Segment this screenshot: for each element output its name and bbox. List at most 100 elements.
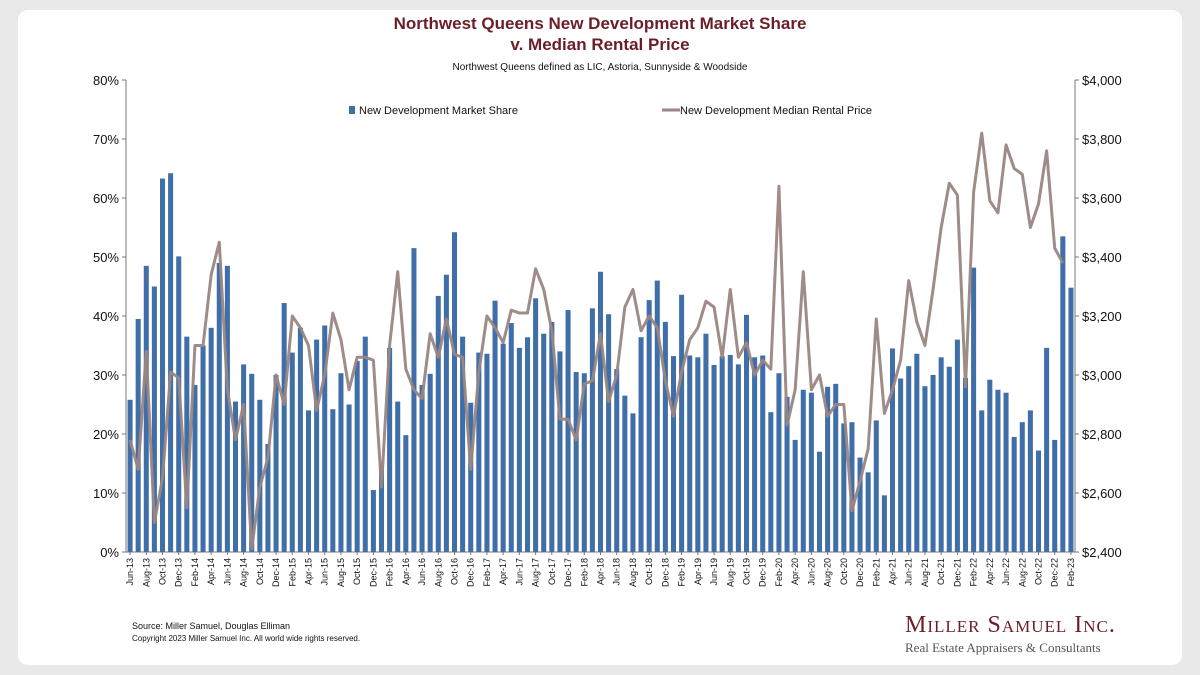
bar [484, 353, 490, 552]
x-tick-label: Apr-17 [498, 558, 508, 585]
bar [443, 274, 449, 552]
x-tick-label: Jun-21 [904, 558, 914, 586]
y-left-tick-label: 20% [93, 427, 119, 442]
bar [232, 401, 239, 552]
x-tick-label: Aug-20 [823, 558, 833, 587]
y-right-tick-label: $2,600 [1082, 486, 1122, 501]
bar [135, 318, 141, 552]
x-tick-label: Aug-17 [531, 558, 541, 587]
bar [808, 392, 814, 552]
bar [614, 369, 620, 552]
x-tick-label: Oct-18 [644, 558, 654, 585]
bar [792, 439, 798, 552]
chart-title-line1: Northwest Queens New Development Market … [393, 14, 807, 33]
bar [662, 321, 668, 552]
bar [1003, 392, 1009, 552]
y-right-tick-label: $3,400 [1082, 250, 1122, 265]
bar [362, 336, 368, 552]
y-left-tick-label: 30% [93, 368, 119, 383]
bar [865, 472, 871, 552]
x-tick-label: Dec-16 [466, 558, 476, 587]
bars-group [127, 173, 1074, 552]
x-tick-label: Feb-21 [871, 558, 881, 587]
x-tick-label: Oct-15 [352, 558, 362, 585]
y-left-tick-label: 40% [93, 309, 119, 324]
bar [127, 399, 133, 552]
x-tick-label: Apr-14 [206, 558, 216, 585]
x-tick-label: Aug-22 [1017, 558, 1027, 587]
x-tick-label: Oct-20 [839, 558, 849, 585]
bar [370, 490, 376, 552]
chart-subtitle: Northwest Queens defined as LIC, Astoria… [452, 62, 748, 73]
x-tick-label: Dec-17 [563, 558, 573, 587]
bar [378, 464, 385, 552]
bar [492, 300, 498, 552]
bar [954, 339, 960, 552]
x-tick-label: Jun-17 [514, 558, 524, 586]
x-tick-label: Jun-13 [125, 558, 135, 586]
chart-title-line2: v. Median Rental Price [510, 35, 690, 54]
bar [338, 373, 344, 552]
bar [200, 345, 206, 552]
bar [784, 396, 790, 552]
bar [719, 356, 725, 552]
x-tick-label: Dec-14 [271, 558, 281, 587]
bar [297, 327, 303, 552]
x-tick-label: Feb-20 [774, 558, 784, 587]
bar [857, 457, 863, 552]
bar [549, 321, 555, 552]
bar [354, 360, 360, 552]
bar [906, 366, 912, 552]
bar [435, 295, 441, 552]
bar [849, 422, 855, 552]
bar [695, 357, 701, 552]
legend-bar-swatch [349, 106, 355, 114]
x-tick-label: Aug-21 [920, 558, 930, 587]
x-tick-label: Dec-20 [855, 558, 865, 587]
bar [760, 355, 766, 552]
x-tick-label: Dec-21 [952, 558, 962, 587]
x-tick-label: Dec-19 [758, 558, 768, 587]
bar [508, 323, 514, 552]
bar [946, 366, 952, 552]
bar [825, 386, 831, 552]
bar [816, 451, 823, 552]
bar [711, 364, 717, 552]
bar [622, 395, 628, 552]
bar [565, 310, 571, 552]
bar [971, 267, 977, 552]
bar [192, 385, 198, 552]
x-tick-label: Aug-15 [336, 558, 346, 587]
bar [646, 300, 652, 552]
x-tick-label: Jun-20 [806, 558, 816, 586]
x-tick-label: Feb-17 [482, 558, 492, 587]
bar [898, 378, 904, 552]
bar [581, 373, 587, 552]
bar [151, 286, 157, 552]
x-tick-label: Feb-23 [1066, 558, 1076, 587]
bar [703, 333, 709, 552]
x-tick-label: Aug-19 [725, 558, 735, 587]
y-left-tick-label: 50% [93, 250, 119, 265]
x-tick-label: Feb-22 [969, 558, 979, 587]
y-right-tick-label: $4,000 [1082, 73, 1122, 88]
x-tick-label: Apr-16 [401, 558, 411, 585]
x-tick-label: Dec-18 [660, 558, 670, 587]
y-right-tick-label: $2,400 [1082, 545, 1122, 560]
bar [776, 373, 782, 552]
bar [387, 347, 393, 552]
x-tick-label: Feb-18 [579, 558, 589, 587]
x-tick-label: Oct-19 [742, 558, 752, 585]
bar [330, 409, 336, 552]
bar [541, 333, 547, 552]
bar [1027, 410, 1033, 552]
bar [1060, 236, 1066, 552]
bar [1068, 287, 1074, 552]
bar [241, 364, 247, 552]
bar [281, 303, 287, 552]
bar [427, 373, 433, 552]
x-tick-label: Aug-18 [628, 558, 638, 587]
source-note: Source: Miller Samuel, Douglas Elliman [132, 621, 291, 631]
y-right-tick-label: $3,000 [1082, 368, 1122, 383]
bar [314, 339, 320, 552]
